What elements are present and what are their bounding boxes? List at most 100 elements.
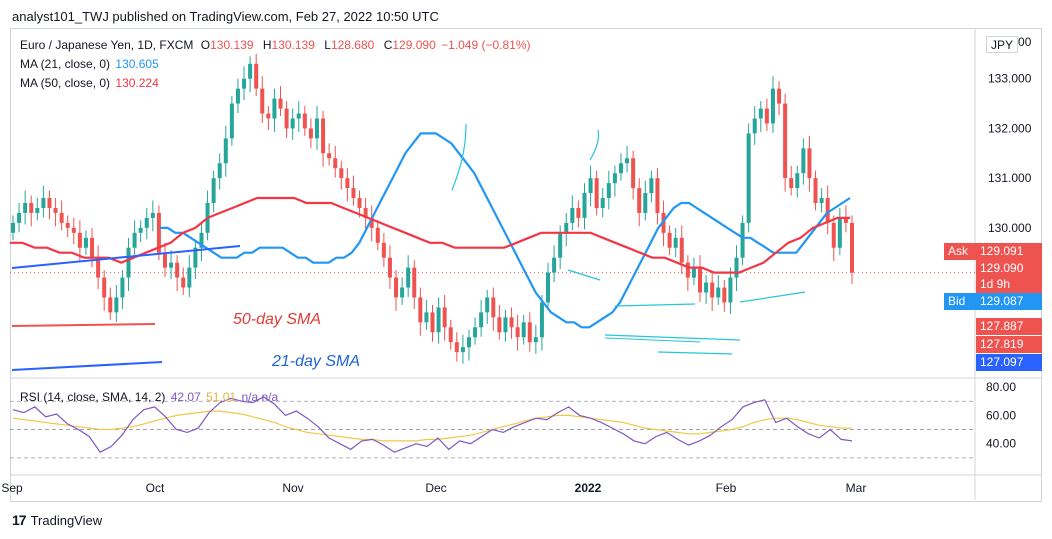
low-label: L [324, 38, 331, 52]
candle-body [77, 232, 82, 248]
candle-body [454, 342, 459, 353]
candle-body [722, 287, 727, 303]
time-tick-label: Oct [146, 481, 165, 495]
candle-body [102, 277, 107, 298]
currency-badge[interactable]: JPY [986, 36, 1019, 53]
candle-body [691, 267, 696, 278]
candle-body [667, 232, 672, 248]
publisher-line: analyst101_TWJ published on TradingView.… [12, 9, 439, 24]
candle-body [59, 212, 64, 223]
candle-body [625, 158, 630, 164]
rsi-tick-label: 40.00 [986, 437, 1016, 451]
candle-body [175, 262, 180, 278]
candle-body [193, 247, 198, 268]
candle-body [503, 317, 508, 333]
rsi-label: RSI (14, close, SMA, 14, 2) [20, 390, 166, 404]
high-value: 130.139 [271, 38, 315, 52]
candle-body [546, 272, 551, 303]
candle-body [387, 257, 392, 278]
candle-body [491, 297, 496, 318]
candle-body [588, 178, 593, 194]
candle-body [740, 222, 745, 258]
candle-body [217, 163, 222, 179]
candle-body [643, 193, 648, 213]
candle-body [412, 267, 417, 298]
candle-body [53, 207, 58, 213]
candle-body [381, 242, 386, 258]
candle-body [758, 108, 763, 119]
candle-body [71, 227, 76, 233]
candle-body [479, 312, 484, 328]
rsi-legend[interactable]: RSI (14, close, SMA, 14, 2) 42.07 51.01 … [20, 390, 278, 404]
candle-body [351, 188, 356, 199]
bid-label: Bid [944, 293, 976, 310]
candle-body [278, 98, 283, 109]
candle-body [363, 207, 368, 218]
candle-body [704, 282, 709, 293]
sma21-annotation: 21-day SMA [272, 353, 361, 370]
open-value: 130.139 [210, 38, 254, 52]
candle-body [734, 257, 739, 278]
ma21-legend[interactable]: MA (21, close, 0) 130.605 [20, 57, 159, 71]
footer-brand[interactable]: 17 TradingView [12, 512, 102, 528]
candle-body [564, 222, 569, 233]
symbol-legend[interactable]: Euro / Japanese Yen, 1D, FXCM O130.139 H… [20, 38, 533, 52]
time-tick-label: 2022 [575, 481, 602, 495]
candle-body [357, 198, 362, 208]
ma21-label: MA (21, close, 0) [20, 57, 111, 71]
candle-body [302, 113, 307, 129]
candle-body [235, 88, 240, 104]
candle-body [850, 222, 854, 273]
candle-body [728, 277, 733, 303]
rsi-tick-label: 80.00 [986, 380, 1016, 394]
time-tick-label: Sep [1, 481, 23, 495]
trend-line [11, 361, 163, 371]
candle-body [150, 212, 155, 218]
candle-body [843, 217, 848, 223]
close-price-badge: 129.090 [976, 260, 1042, 277]
level-badge-2: 127.819 [976, 336, 1042, 353]
candle-body [114, 297, 119, 313]
symbol-name: Euro / Japanese Yen, 1D, FXCM [20, 38, 194, 52]
candle-body [65, 222, 70, 228]
candle-body [406, 267, 411, 288]
candle-body [685, 262, 690, 278]
candle-body [533, 337, 538, 343]
candle-body [764, 108, 769, 124]
rsi-sma-line [12, 410, 852, 442]
drawing-line [567, 269, 601, 281]
drawing-line [451, 123, 467, 191]
low-value: 128.680 [330, 38, 375, 52]
price-tick-label: 131.000 [988, 171, 1032, 185]
ma50-legend[interactable]: MA (50, close, 0) 130.224 [20, 76, 159, 90]
candle-body [400, 287, 405, 298]
candle-body [655, 178, 660, 213]
candle-body [260, 88, 265, 114]
time-tick-label: Feb [716, 481, 737, 495]
candle-body [612, 173, 617, 184]
candle-body [375, 227, 380, 243]
candle-body [509, 317, 514, 328]
candle-body [369, 217, 374, 228]
candle-body [631, 158, 636, 189]
candle-body [795, 173, 800, 189]
candle-body [801, 148, 806, 174]
candle-body [254, 63, 259, 89]
sma50-annotation: 50-day SMA [233, 311, 322, 328]
candle-body [23, 203, 28, 213]
rsi-line [12, 396, 853, 453]
candle-body [181, 277, 186, 288]
candle-body [144, 217, 149, 228]
candle-body [473, 327, 478, 338]
candle-body [716, 287, 721, 298]
candle-body [229, 103, 234, 139]
candle-body [424, 312, 429, 323]
candle-body [327, 153, 332, 159]
drawing-line [589, 129, 600, 161]
ma21-line [160, 132, 851, 329]
candle-body [777, 88, 782, 104]
rsi-tick-label: 60.00 [986, 408, 1016, 422]
candle-body [539, 302, 544, 338]
candle-body [710, 282, 715, 298]
